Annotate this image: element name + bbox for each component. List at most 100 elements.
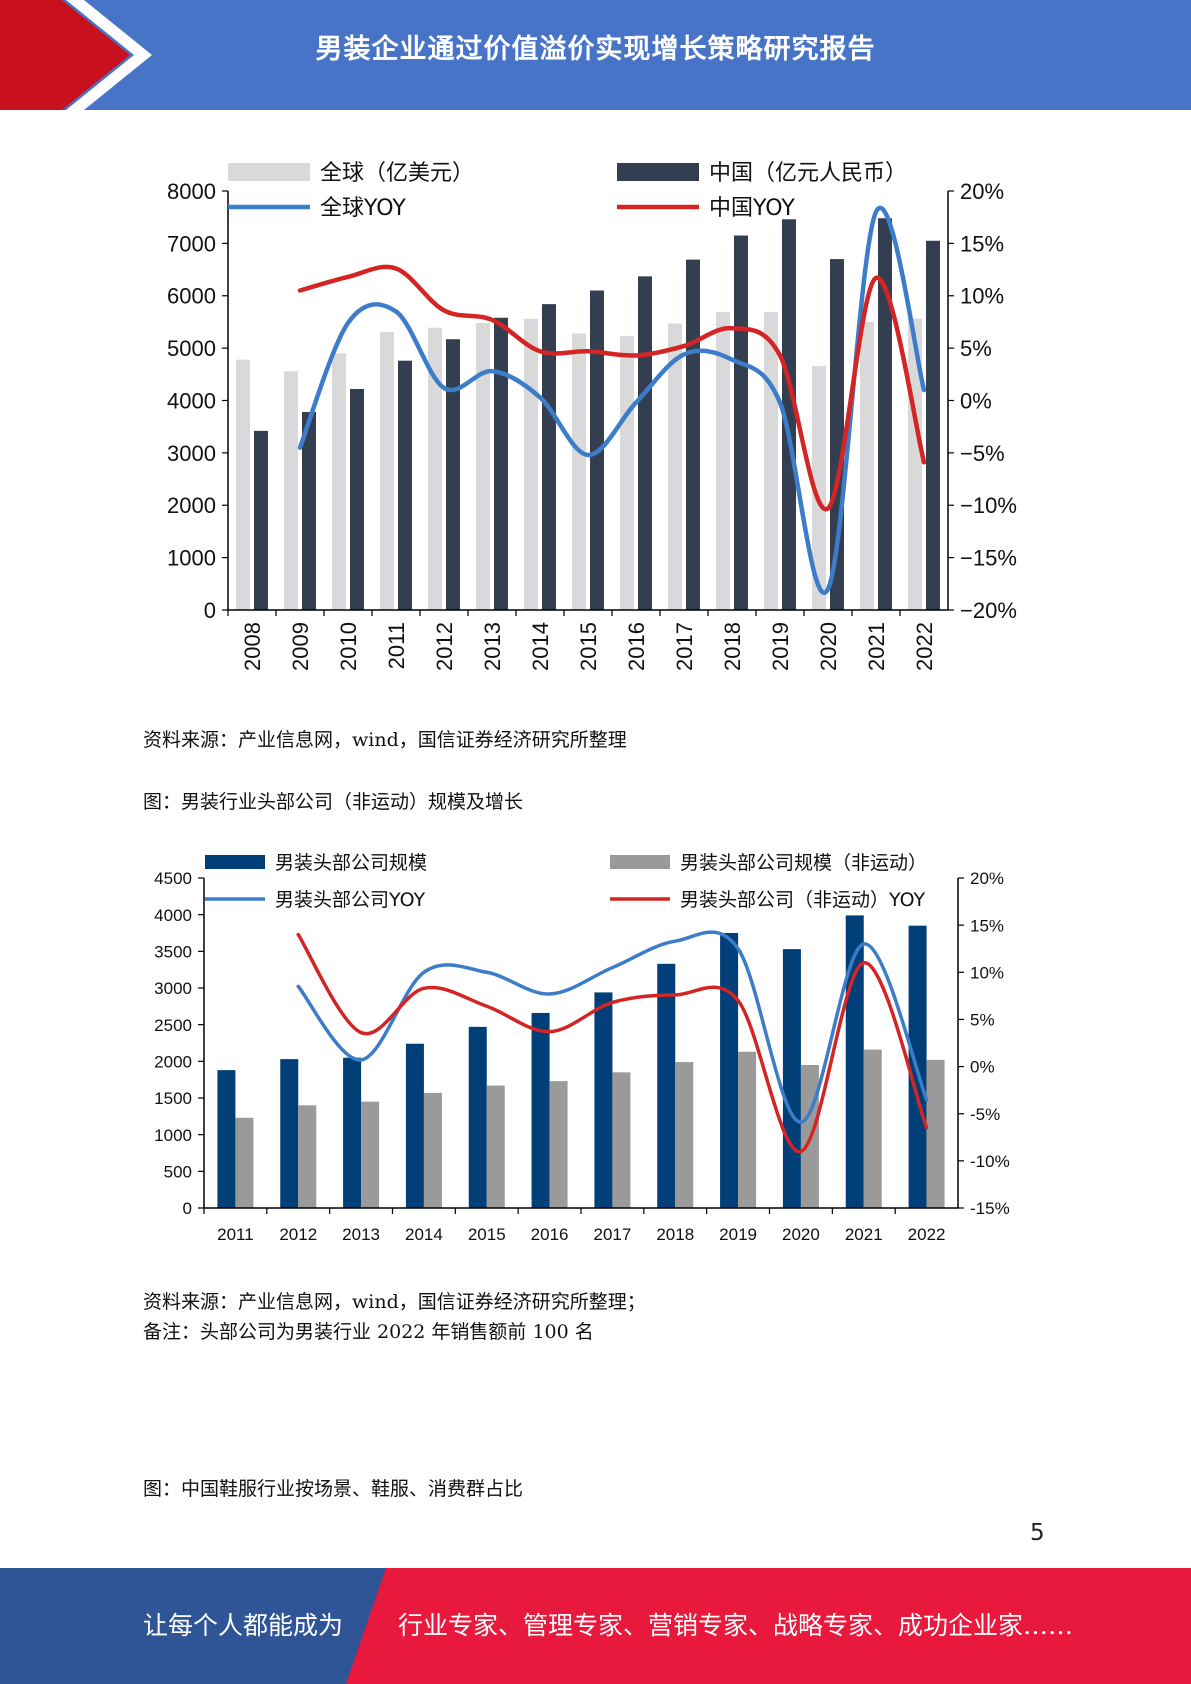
legend-key <box>617 163 699 181</box>
legend-label: 全球（亿美元） <box>320 161 474 186</box>
left-tick-label: 1000 <box>167 546 216 571</box>
x-tick-label: 2012 <box>432 622 457 671</box>
footer-slogan-left: 让每个人都能成为 <box>143 1611 344 1640</box>
right-tick-label: -5% <box>970 1105 1000 1124</box>
bar-b-2018 <box>734 235 748 611</box>
bar-b-2017 <box>612 1072 631 1208</box>
x-tick-label: 2022 <box>908 1225 946 1244</box>
line-series-3 <box>297 264 927 512</box>
legend-key <box>205 855 265 869</box>
x-tick-label: 2018 <box>656 1225 694 1244</box>
bar-b-2016 <box>638 276 652 610</box>
footer-slogan-right: 行业专家、管理专家、营销专家、战略专家、成功企业家…… <box>398 1611 1074 1640</box>
bar-b-2012 <box>446 339 460 610</box>
right-tick-label: 10% <box>960 284 1004 309</box>
page-footer: 让每个人都能成为 行业专家、管理专家、营销专家、战略专家、成功企业家…… <box>0 1568 1191 1684</box>
bar-b-2019 <box>738 1051 757 1208</box>
bar-b-2016 <box>549 1081 568 1208</box>
bar-b-2011 <box>235 1117 254 1208</box>
left-tick-label: 2000 <box>167 493 216 518</box>
left-tick-label: 2500 <box>154 1016 192 1035</box>
bar-a-2013 <box>343 1057 362 1208</box>
right-tick-label: 20% <box>960 179 1004 204</box>
left-tick-label: 8000 <box>167 179 216 204</box>
bar-b-2015 <box>486 1085 505 1208</box>
bar-a-2014 <box>405 1043 424 1208</box>
bar-a-2010 <box>332 353 346 610</box>
line-series-2 <box>296 930 929 1124</box>
bar-a-2014 <box>524 318 538 610</box>
legend-key <box>610 855 670 869</box>
bar-b-2014 <box>423 1092 442 1208</box>
source-caption-1: 资料来源：产业信息网，wind，国信证券经济研究所整理 <box>143 729 627 751</box>
left-tick-label: 1000 <box>154 1126 192 1145</box>
page-header: 男装企业通过价值溢价实现增长策略研究报告 <box>0 0 1191 110</box>
right-tick-label: 5% <box>970 1011 995 1030</box>
left-tick-label: 0 <box>183 1199 192 1218</box>
x-tick-label: 2014 <box>528 622 553 671</box>
bar-a-2017 <box>594 992 613 1208</box>
left-tick-label: 4000 <box>154 906 192 925</box>
x-tick-label: 2018 <box>720 622 745 671</box>
bar-b-2019 <box>782 219 796 610</box>
legend-key <box>228 163 310 181</box>
x-tick-label: 2020 <box>816 622 841 671</box>
right-tick-label: 5% <box>960 336 992 361</box>
x-tick-label: 2015 <box>576 622 601 671</box>
left-tick-label: 7000 <box>167 231 216 256</box>
bar-a-2012 <box>280 1059 299 1208</box>
left-tick-label: 4000 <box>167 388 216 413</box>
left-tick-label: 500 <box>164 1162 192 1181</box>
bar-b-2008 <box>254 430 268 610</box>
bar-b-2018 <box>675 1062 694 1208</box>
x-tick-label: 2012 <box>279 1225 317 1244</box>
right-tick-label: -10% <box>970 1152 1010 1171</box>
chart-global-china-menswear: 0 1000 2000 3000 4000 5000 6000 7000 8000 −20% −15… <box>167 161 1017 671</box>
bar-a-2020 <box>812 365 826 610</box>
legend-label: 男装头部公司（非运动）YOY <box>680 889 925 911</box>
right-tick-label: −20% <box>960 598 1017 623</box>
bar-a-2011 <box>380 331 394 610</box>
right-tick-label: 10% <box>970 963 1004 982</box>
bar-b-2011 <box>398 360 412 610</box>
x-tick-label: 2019 <box>719 1225 757 1244</box>
footer-background <box>0 1568 1191 1684</box>
bar-a-2015 <box>572 333 586 610</box>
x-tick-label: 2022 <box>912 622 937 671</box>
source-caption-2: 资料来源：产业信息网，wind，国信证券经济研究所整理； <box>143 1291 646 1313</box>
bar-a-2016 <box>531 1012 550 1208</box>
legend-label: 男装头部公司YOY <box>275 889 425 911</box>
bar-b-2010 <box>350 388 364 610</box>
bar-a-2012 <box>428 327 442 610</box>
x-tick-label: 2015 <box>468 1225 506 1244</box>
right-tick-label: 15% <box>970 916 1004 935</box>
left-tick-label: 3500 <box>154 942 192 961</box>
right-tick-label: −5% <box>960 441 1005 466</box>
bar-a-2013 <box>476 322 490 610</box>
bar-a-2019 <box>764 311 778 610</box>
x-tick-label: 2013 <box>480 622 505 671</box>
right-tick-label: -15% <box>970 1199 1010 1218</box>
x-tick-label: 2009 <box>288 622 313 671</box>
legend-label: 中国YOY <box>709 196 795 221</box>
line-series-3 <box>296 932 929 1154</box>
right-tick-label: −15% <box>960 546 1017 571</box>
bar-a-2021 <box>860 321 874 610</box>
figure-title-3: 图：中国鞋服行业按场景、鞋服、消费群占比 <box>143 1478 524 1500</box>
x-tick-label: 2020 <box>782 1225 820 1244</box>
bar-b-2014 <box>542 304 556 610</box>
header-arrow-decoration <box>0 0 152 110</box>
bar-a-2018 <box>716 311 730 610</box>
x-tick-label: 2017 <box>594 1225 632 1244</box>
bar-b-2021 <box>863 1049 882 1208</box>
bar-b-2022 <box>926 240 940 610</box>
x-tick-label: 2016 <box>624 622 649 671</box>
chart-top-menswear-companies: 0 500 1000 1500 2000 2500 3000 3500 4000 4500 -15%… <box>154 852 1010 1244</box>
x-tick-label: 2021 <box>845 1225 883 1244</box>
bar-b-2009 <box>302 412 316 610</box>
right-tick-label: 0% <box>960 388 992 413</box>
x-tick-label: 2010 <box>336 622 361 671</box>
bar-a-2019 <box>720 933 739 1208</box>
right-tick-label: 15% <box>960 231 1004 256</box>
bar-b-2021 <box>878 218 892 611</box>
